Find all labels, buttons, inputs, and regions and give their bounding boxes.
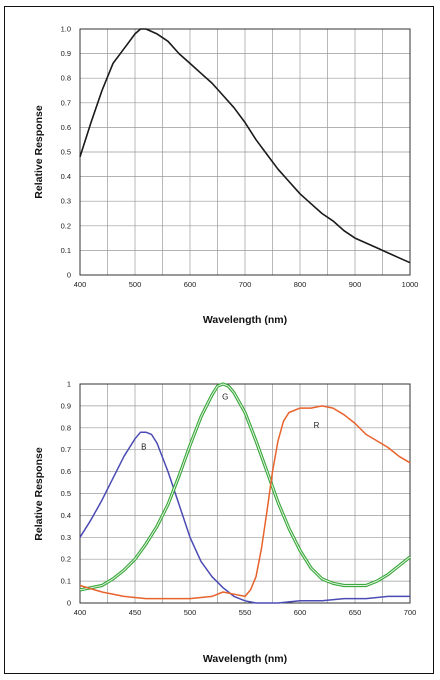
chart-1-x-axis-title: Wavelength (nm)	[203, 314, 287, 326]
chart-1-y-tick-label: 0.9	[61, 49, 71, 58]
chart-2-x-tick-label: 400	[74, 608, 87, 617]
chart-2-y-tick-label: 0.5	[61, 489, 71, 498]
chart-1-series-group	[79, 28, 411, 264]
chart-2-x-tick-label: 600	[294, 608, 307, 617]
chart-1-x-tick-label: 900	[349, 280, 362, 289]
chart-1-y-axis-title: Relative Response	[33, 105, 45, 199]
chart-2-y-tick-label: 0.7	[61, 445, 71, 454]
chart-1-grid	[80, 29, 410, 275]
chart-1-series-1-line	[79, 28, 411, 264]
chart-2-y-tick-label: 0.8	[61, 423, 71, 432]
chart-2-x-tick-labels: 400 450 500 550 600 650 700	[74, 608, 417, 617]
chart-2-y-tick-label: 0.2	[61, 555, 71, 564]
chart-2-x-tick-label: 650	[349, 608, 362, 617]
chart-1-y-tick-label: 1.0	[61, 25, 71, 34]
chart-1-x-tick-label: 400	[74, 280, 87, 289]
chart-2-x-tick-label: 450	[129, 608, 142, 617]
chart-2-grid	[80, 384, 410, 603]
chart-2-plot-border	[79, 383, 411, 604]
chart-1-x-tick-label: 1000	[402, 280, 419, 289]
chart-1-x-tick-label: 700	[239, 280, 252, 289]
chart-1-y-tick-labels: 0 0.1 0.2 0.3 0.4 0.5 0.6 0.7 0.8 0.9 1.0	[61, 25, 71, 280]
chart-1-y-tick-label: 0.2	[61, 221, 71, 230]
chart-1: 400 500 600 700 800 900 1000 00.10.20.30.40.50…	[33, 25, 418, 327]
chart-2-y-tick-label: 0.9	[61, 401, 71, 410]
chart-1-y-tick-label: 0.1	[61, 246, 71, 255]
chart-2-series-group	[79, 382, 411, 604]
chart-1-x-tick-label: 800	[294, 280, 307, 289]
chart-1-y-tick-label: 0.3	[61, 197, 71, 206]
chart-2-series-r-label: R	[314, 421, 320, 430]
chart-2-y-tick-label: 0.1	[61, 577, 71, 586]
chart-2-y-tick-label: 0.3	[61, 533, 71, 542]
chart-2-series-labels: B G R	[141, 392, 319, 451]
chart-2: 400 450 500 550 600 650 700 0 0.1 0.2 0.3 0.4 0.5 0.…	[33, 380, 416, 666]
chart-1-y-tick-label: 0.7	[61, 98, 71, 107]
chart-1-y-tick-label: 0.4	[61, 172, 71, 181]
chart-2-series-r-line	[79, 405, 411, 600]
chart-2-y-tick-label: 0	[67, 599, 71, 608]
chart-2-x-tick-label: 500	[184, 608, 197, 617]
chart-1-x-tick-label: 600	[184, 280, 197, 289]
chart-2-series-g-line-inner	[79, 383, 411, 591]
chart-2-x-tick-label: 550	[239, 608, 252, 617]
chart-2-series-g-label: G	[222, 392, 228, 401]
chart-2-y-tick-label: 1	[67, 380, 71, 389]
chart-2-x-axis-title: Wavelength (nm)	[203, 653, 287, 665]
chart-1-y-tick-label: 0	[67, 271, 71, 280]
chart-2-x-tick-label: 700	[404, 608, 417, 617]
chart-2-y-tick-labels: 0 0.1 0.2 0.3 0.4 0.5 0.6 0.7 0.8 0.9 1	[61, 380, 71, 608]
chart-1-x-tick-label: 500	[129, 280, 142, 289]
chart-1-x-tick-labels: 400 500 600 700 800 900 1000	[74, 280, 419, 289]
chart-1-y-tick-label: 0.5	[61, 148, 71, 157]
chart-1-y-tick-label: 0.8	[61, 74, 71, 83]
chart-2-series-b-label: B	[141, 443, 146, 452]
chart-2-y-tick-label: 0.4	[61, 511, 71, 520]
chart-1-plot-border	[79, 28, 411, 276]
chart-1-y-tick-label: 0.6	[61, 123, 71, 132]
chart-2-y-axis-title: Relative Response	[33, 447, 45, 541]
chart-2-y-tick-label: 0.6	[61, 467, 71, 476]
chart-2-series-b-line	[79, 431, 410, 604]
